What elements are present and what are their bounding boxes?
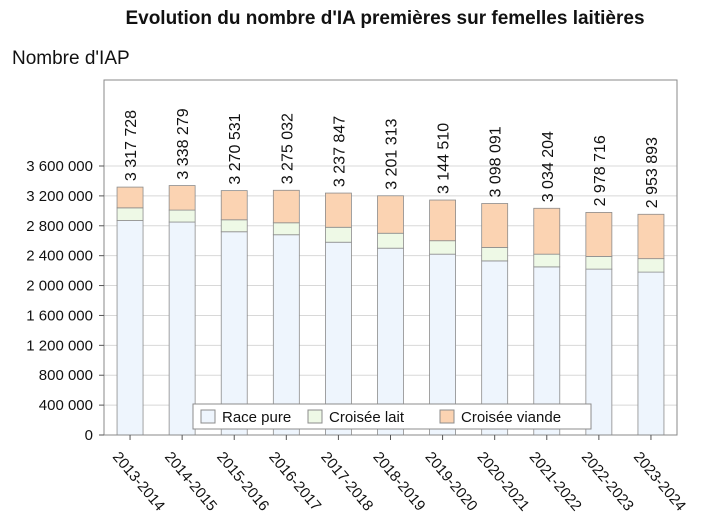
bar-segment <box>533 207 561 255</box>
x-tick-label: 2020-2021 <box>474 449 533 515</box>
bar-segment <box>168 209 196 223</box>
bar-segment <box>272 222 300 236</box>
x-tick-label: 2016-2017 <box>265 449 324 515</box>
total-labels: 3 317 728 3 338 279 3 270 531 3 275 032 3 23… <box>123 108 661 208</box>
y-tick-label: 3 200 000 <box>26 188 93 205</box>
bar-segment <box>585 212 613 257</box>
total-label: 2 953 893 <box>644 137 661 208</box>
bar-segment <box>116 186 144 209</box>
x-tick-label: 2021-2022 <box>526 449 585 515</box>
bar-segment <box>116 220 144 436</box>
y-axis-title: Nombre d'IAP <box>12 48 130 69</box>
bar-segment <box>220 219 248 233</box>
bar-segment <box>325 241 352 436</box>
legend-label: Croisée lait <box>329 409 405 426</box>
chart-title: Evolution du nombre d'IA premières sur f… <box>125 8 645 29</box>
bar-segment <box>168 185 196 211</box>
legend-swatch <box>439 409 455 424</box>
bar-segment <box>272 234 300 436</box>
y-tick-label: 3 600 000 <box>26 158 93 175</box>
bar-segment <box>325 226 352 243</box>
y-tick-label: 2 800 000 <box>26 218 93 235</box>
x-tick-label: 2022-2023 <box>578 449 637 515</box>
bar-segment <box>220 190 248 221</box>
bar-segment <box>585 256 613 270</box>
bar-segment <box>637 213 665 260</box>
total-label: 3 275 032 <box>279 113 296 184</box>
bar-segment <box>377 232 404 249</box>
y-tick-labels: 0 400 000 800 000 1 200 000 1 600 000 2 000 0… <box>26 158 93 444</box>
bar-segment <box>116 207 144 221</box>
y-tick-label: 400 000 <box>39 397 93 414</box>
total-label: 3 237 847 <box>331 116 348 187</box>
legend-box <box>192 403 592 430</box>
x-tick-label: 2017-2018 <box>317 449 376 515</box>
total-label: 3 098 091 <box>488 126 505 197</box>
bar-segment <box>533 253 561 268</box>
y-tick-label: 0 <box>85 427 93 444</box>
bar-segment <box>429 240 456 255</box>
legend-label: Croisée viande <box>461 409 561 426</box>
total-label: 3 317 728 <box>123 110 140 181</box>
y-tick-label: 2 000 000 <box>26 278 93 295</box>
y-tick-label: 800 000 <box>39 367 93 384</box>
total-label: 3 201 313 <box>384 119 401 190</box>
legend-swatch <box>200 409 216 424</box>
x-tick-labels: 2013-20142014-20152015-20162016-20172017… <box>109 449 689 515</box>
total-label: 3 034 204 <box>540 131 557 202</box>
legend: Race pure Croisée lait Croisée viande <box>192 403 592 430</box>
axes <box>99 79 678 440</box>
total-label: 3 270 531 <box>227 113 244 184</box>
bar-segment <box>481 203 509 248</box>
y-tick-label: 1 200 000 <box>26 337 93 354</box>
x-tick-label: 2014-2015 <box>161 449 220 515</box>
legend-label: Race pure <box>222 409 291 426</box>
total-label: 3 338 279 <box>175 108 192 179</box>
x-tick-label: 2023-2024 <box>630 449 689 515</box>
y-tick-label: 1 600 000 <box>26 307 93 324</box>
y-tick-label: 2 400 000 <box>26 248 93 265</box>
x-tick-label: 2019-2020 <box>422 449 481 515</box>
bar-segment <box>637 271 665 436</box>
bar-segment <box>637 258 665 273</box>
bar-segment <box>168 221 196 436</box>
legend-swatch <box>307 409 323 424</box>
x-tick-label: 2015-2016 <box>213 449 272 515</box>
bar-segment <box>481 247 509 262</box>
bar-segment <box>377 195 404 234</box>
total-label: 2 978 716 <box>592 135 609 206</box>
bar-segment <box>272 189 300 224</box>
bars <box>116 185 665 436</box>
x-tick-label: 2018-2019 <box>369 449 428 515</box>
total-label: 3 144 510 <box>436 123 453 194</box>
bar-segment <box>325 192 352 228</box>
bar-segment <box>429 199 456 242</box>
x-tick-label: 2013-2014 <box>109 449 168 515</box>
